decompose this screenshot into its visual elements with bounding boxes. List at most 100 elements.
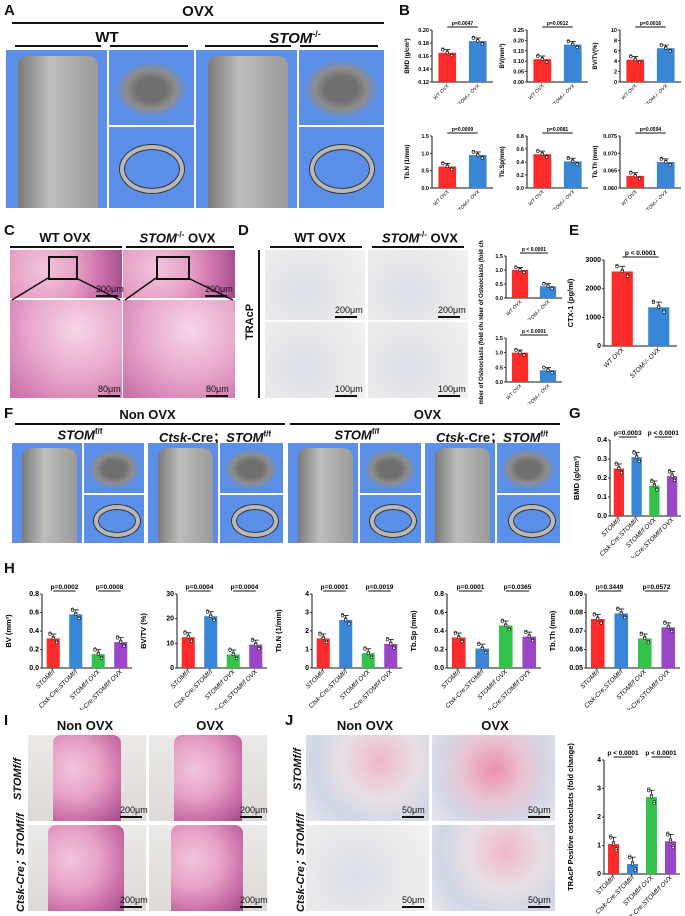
data-point <box>550 371 554 375</box>
data-point <box>647 789 651 793</box>
c-scale-br: 80μm <box>206 384 229 397</box>
i-row1-label: STOMf/f <box>12 758 24 800</box>
data-point <box>566 40 570 44</box>
data-point <box>630 862 635 866</box>
p-value-label: p=0.0572 <box>643 584 671 591</box>
y-tick-label: 2 <box>614 70 617 76</box>
f-ct-2 <box>148 443 283 543</box>
y-tick-label: 1.5 <box>495 336 503 342</box>
data-point <box>115 636 120 640</box>
x-tick-label: WT OVX <box>505 383 524 402</box>
panel-letter-g: G <box>569 405 581 422</box>
bar <box>607 844 620 874</box>
p-value-label: p=0.0012 <box>547 21 568 27</box>
data-point <box>54 640 59 645</box>
data-point <box>450 54 454 58</box>
data-point <box>228 648 232 652</box>
data-point <box>318 632 322 636</box>
y-tick-label: 6 <box>614 49 617 55</box>
a-stom-femur-3d <box>208 56 288 208</box>
data-point <box>77 616 81 621</box>
y-tick-label: 0.16 <box>418 54 429 60</box>
data-point <box>619 611 623 616</box>
x-tick-label: STOM-/- OVX <box>455 83 482 104</box>
data-point <box>524 630 528 635</box>
i-he-2 <box>149 735 267 821</box>
bar <box>69 614 83 668</box>
chart-j1-trap: TRAcP Positive osteoclasts (fold change)… <box>566 743 680 916</box>
bar <box>46 638 60 668</box>
data-point <box>480 646 484 651</box>
y-axis-label: Tb.Sp(mm) <box>500 146 506 177</box>
data-point <box>231 652 235 657</box>
y-tick-label: 0.4 <box>516 160 525 166</box>
panel-letter-a: A <box>4 2 15 19</box>
y-tick-label: 0.2 <box>29 647 39 654</box>
i-row2-label: Ctsk-Cre；STOMf/f <box>15 813 27 912</box>
p-value-label: p=0.0016 <box>640 21 661 27</box>
data-point <box>48 632 52 636</box>
data-point <box>629 171 633 175</box>
chart-h2-bvtv: BV/TV (%)0102030STOMf/fCtsk-Cre;STOMf/fS… <box>139 584 267 710</box>
y-axis-label: Tb.N (1/mm) <box>405 145 411 180</box>
y-tick-label: 0.0 <box>421 186 429 192</box>
data-point <box>518 351 522 355</box>
d-scale-br: 100μm <box>438 384 466 397</box>
data-point <box>667 470 672 474</box>
i-scale-2: 200μm <box>240 805 268 818</box>
x-tick-label: STOM-/- OVX <box>629 346 663 378</box>
f-g1-label-a: STOMf/f <box>57 427 103 443</box>
p-value-label: p=0.0004 <box>186 584 214 591</box>
j-nonovx-label: Non OVX <box>336 718 394 733</box>
a-wt-femur-3d <box>18 56 98 208</box>
chart-b3-bvtv: BV/TV(%) 0 2 4 6 8 10 WT OVX STOM-/- OVX p=0.0016 <box>593 21 681 104</box>
x-tick-label: WT OVX <box>620 83 639 102</box>
c-wt-label: WT OVX <box>39 230 91 245</box>
p-value-label: p < 0.0001 <box>648 430 680 437</box>
y-tick-label: 0.4 <box>29 628 39 635</box>
y-tick-label: 0.4 <box>434 628 444 635</box>
c-scale-tr: 200μm <box>205 284 233 297</box>
data-point <box>616 607 620 611</box>
data-point <box>575 45 579 50</box>
bar <box>316 638 330 668</box>
j-scale-2: 50μm <box>528 805 551 818</box>
p-value-label: p < 0.0001 <box>607 750 639 757</box>
c-wt-he-high <box>10 300 122 398</box>
bar <box>656 162 675 188</box>
f-g1-label-b: STOMf/f <box>334 427 380 443</box>
data-point <box>545 155 549 159</box>
chart-h3-tbn: Tb.N (1/mm)01234STOMf/fCtsk-Cre;STOMf/fS… <box>274 584 402 710</box>
i-ovx-label: OVX <box>196 718 224 733</box>
y-tick-label: 0.20 <box>418 28 429 34</box>
f-ct-3 <box>288 443 421 543</box>
panel-letter-d: D <box>238 222 249 239</box>
data-point <box>550 286 554 291</box>
p-value-label: p < 0.0001 <box>522 329 546 335</box>
a-wt-cortical-ring <box>120 145 184 193</box>
y-tick-label: 10 <box>611 28 617 34</box>
bar <box>511 270 529 298</box>
data-point <box>476 153 480 157</box>
f-nonovx-label: Non OVX <box>119 407 176 422</box>
data-point <box>93 648 97 652</box>
data-point <box>531 639 535 643</box>
bar <box>181 637 195 668</box>
y-tick-label: 8 <box>614 38 617 44</box>
data-point <box>514 266 518 270</box>
y-tick-label: 0.1 <box>597 494 607 501</box>
data-point <box>389 642 393 646</box>
data-point <box>643 636 647 640</box>
p-value-label: p=0.0365 <box>504 584 532 591</box>
x-tick-label: STOM-/- OVX <box>550 83 577 104</box>
y-axis-label: BMD (g/cm³) <box>572 455 581 500</box>
data-point <box>392 646 396 650</box>
i-scale-4: 200μm <box>240 895 268 908</box>
data-point <box>441 161 445 166</box>
bar <box>339 619 353 668</box>
data-point <box>664 160 668 164</box>
data-point <box>614 848 618 853</box>
data-point <box>536 54 540 58</box>
data-point <box>659 157 663 161</box>
bar <box>533 154 552 188</box>
